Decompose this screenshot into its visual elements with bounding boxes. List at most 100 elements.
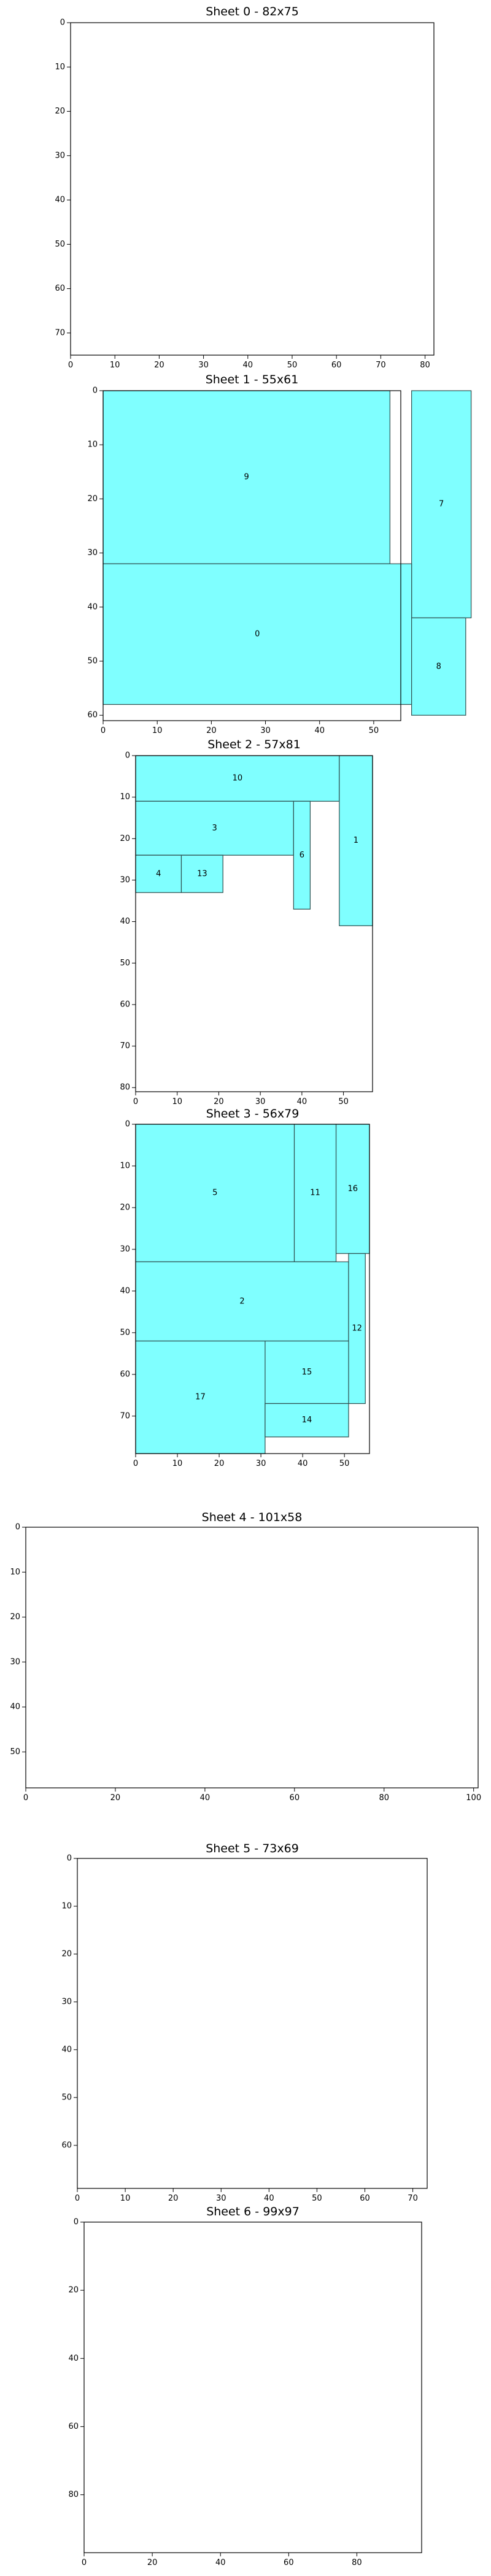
- y-tick-label: 10: [61, 1901, 72, 1911]
- y-tick-label: 40: [120, 917, 130, 926]
- y-tick-label: 70: [55, 328, 65, 337]
- x-tick-label: 30: [255, 1097, 266, 1106]
- x-tick-label: 20: [154, 361, 164, 370]
- y-tick-label: 10: [120, 792, 130, 802]
- x-tick-label: 100: [466, 1793, 481, 1803]
- piece-label: 2: [239, 1297, 244, 1306]
- sheet-1: Sheet 1 - 55x61 9 7 0 8 0 10 20 30 40 50 0 10 20 30 40 5…: [87, 373, 472, 735]
- y-tick-label: 60: [120, 1370, 130, 1379]
- sheet-frame: [135, 755, 373, 1092]
- piece-label: 15: [302, 1368, 312, 1377]
- x-tick-label: 20: [214, 1459, 225, 1468]
- x-tick-label: 40: [243, 361, 253, 370]
- y-tick-label: 20: [87, 494, 98, 504]
- y-tick-label: 30: [55, 151, 65, 160]
- x-tick-label: 10: [110, 361, 120, 370]
- y-tick-label: 20: [68, 2286, 79, 2295]
- x-tick-label: 70: [408, 2194, 418, 2203]
- piece-label: 17: [195, 1393, 206, 1402]
- x-tick-label: 50: [312, 2194, 322, 2203]
- y-tick-label: 40: [55, 196, 65, 205]
- y-tick-label: 30: [120, 1244, 130, 1254]
- sheet-frame: [77, 1858, 428, 2189]
- x-tick-label: 20: [168, 2194, 179, 2203]
- sheet-title: Sheet 0 - 82x75: [206, 5, 299, 18]
- y-tick-label: 30: [87, 548, 98, 558]
- y-tick-label: 20: [120, 834, 130, 843]
- y-tick-label: 50: [10, 1747, 20, 1757]
- sheet-6: Sheet 6 - 99x97 0 20 40 60 80 0 20 40 60 80: [68, 2205, 422, 2567]
- y-tick-label: 60: [87, 711, 98, 720]
- sheet-title: Sheet 6 - 99x97: [206, 2205, 300, 2218]
- y-tick-label: 30: [120, 875, 130, 884]
- piece-label: 7: [439, 500, 444, 509]
- y-tick-label: 50: [120, 959, 130, 968]
- y-tick-label: 40: [68, 2354, 79, 2363]
- y-tick-label: 50: [61, 2093, 72, 2102]
- x-tick-label: 40: [215, 2558, 226, 2567]
- y-tick-label: 10: [10, 1568, 20, 1577]
- piece-rect-7: [411, 390, 472, 619]
- piece-label: 11: [310, 1189, 320, 1198]
- x-tick-label: 50: [369, 726, 379, 735]
- x-tick-label: 20: [214, 1097, 224, 1106]
- y-tick-label: 0: [74, 2218, 79, 2227]
- piece-label: 6: [300, 851, 304, 860]
- piece-label: 12: [352, 1324, 362, 1333]
- sheet-frame: [70, 22, 435, 356]
- sheet-3: Sheet 3 - 56x79 5 11 16 2 12 15 17 14 0 10 20 30 40 50…: [120, 1107, 370, 1468]
- y-tick-label: 40: [10, 1703, 20, 1712]
- x-tick-label: 0: [101, 726, 106, 735]
- piece-rect-0: [102, 563, 412, 705]
- x-tick-label: 20: [110, 1793, 121, 1803]
- piece-rect-12: [348, 1253, 366, 1405]
- y-tick-label: 40: [61, 2045, 72, 2054]
- x-tick-label: 30: [216, 2194, 226, 2203]
- sheet-5: Sheet 5 - 73x69 0 10 20 30 40 50 60 70 0 10 20 30 40 5…: [61, 1842, 428, 2203]
- y-tick-label: 40: [120, 1286, 130, 1295]
- piece-rect-3: [135, 800, 294, 856]
- y-tick-label: 0: [93, 386, 98, 396]
- y-tick-label: 60: [61, 2141, 72, 2150]
- piece-label: 14: [302, 1416, 312, 1425]
- y-tick-label: 80: [68, 2490, 79, 2499]
- x-tick-label: 60: [331, 361, 342, 370]
- y-tick-label: 10: [55, 63, 65, 72]
- x-tick-label: 40: [264, 2194, 274, 2203]
- x-tick-label: 60: [290, 1793, 300, 1803]
- x-tick-label: 80: [352, 2558, 362, 2567]
- piece-rect-9: [102, 390, 390, 564]
- x-tick-label: 30: [256, 1459, 266, 1468]
- x-tick-label: 0: [68, 361, 73, 370]
- piece-rect-11: [293, 1124, 337, 1262]
- piece-rect-2: [135, 1261, 349, 1342]
- piece-rect-13: [180, 854, 223, 893]
- piece-label: 4: [156, 869, 161, 878]
- piece-label: 0: [255, 629, 260, 638]
- piece-rect-10: [135, 755, 340, 802]
- x-tick-label: 40: [314, 726, 325, 735]
- y-tick-label: 0: [125, 751, 130, 761]
- y-tick-label: 50: [87, 656, 98, 665]
- x-tick-label: 20: [147, 2558, 158, 2567]
- piece-rect-15: [265, 1340, 349, 1405]
- x-tick-label: 30: [260, 726, 271, 735]
- x-tick-label: 60: [360, 2194, 370, 2203]
- x-tick-label: 0: [75, 2194, 80, 2203]
- sheet-frame: [102, 390, 401, 721]
- x-tick-label: 80: [379, 1793, 389, 1803]
- x-tick-label: 80: [420, 361, 430, 370]
- sheet-title: Sheet 3 - 56x79: [206, 1107, 300, 1121]
- y-tick-label: 40: [87, 602, 98, 611]
- piece-label: 8: [436, 662, 441, 671]
- y-tick-label: 60: [55, 284, 65, 293]
- x-tick-label: 40: [200, 1793, 211, 1803]
- x-tick-label: 10: [172, 1459, 183, 1468]
- sheet-frame: [135, 1124, 370, 1454]
- y-tick-label: 0: [67, 1854, 72, 1863]
- piece-label: 1: [354, 836, 358, 845]
- y-tick-label: 30: [10, 1657, 20, 1666]
- x-tick-label: 50: [287, 361, 298, 370]
- x-tick-label: 0: [133, 1459, 138, 1468]
